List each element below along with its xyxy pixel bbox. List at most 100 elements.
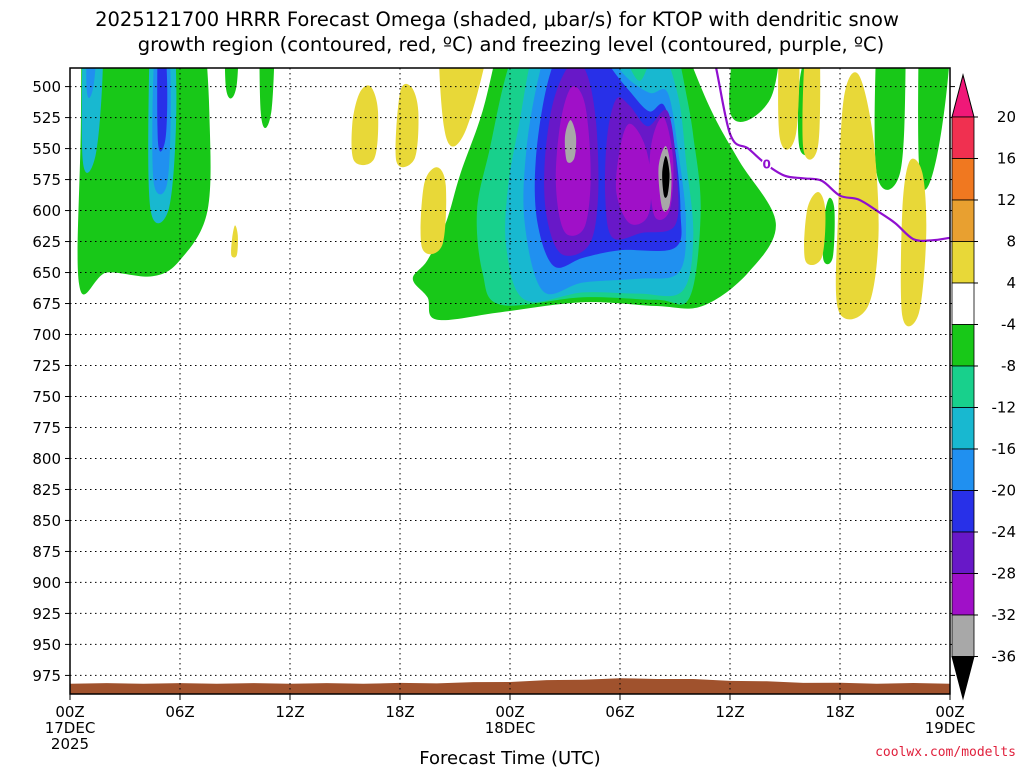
chart-title-line1: 2025121700 HRRR Forecast Omega (shaded, …	[95, 8, 899, 31]
omega-region-24	[822, 197, 835, 265]
omega-region-26	[224, 68, 238, 99]
y-tick-label: 825	[32, 481, 61, 499]
y-tick-label: 950	[32, 636, 61, 654]
colorbar-label: 12	[997, 191, 1016, 209]
y-tick-label: 500	[32, 78, 61, 96]
y-tick-label: 750	[32, 388, 61, 406]
colorbar-bin-0	[951, 116, 975, 159]
y-tick-label: 850	[32, 512, 61, 530]
colorbar-bin-6	[951, 365, 975, 408]
omega-region-52	[900, 158, 927, 327]
x-tick-label: 06Z	[605, 703, 634, 721]
y-tick-label: 925	[32, 605, 61, 623]
colorbar-label: -12	[992, 399, 1017, 417]
colorbar-bottom-arrow	[951, 656, 975, 701]
credit-text: coolwx.com/modelts	[875, 745, 1016, 760]
colorbar-bin-4	[951, 282, 975, 325]
omega-region-54	[351, 85, 379, 166]
colorbar-label: -24	[992, 523, 1017, 541]
omega-region-27	[259, 68, 275, 128]
x-tick-label: 18Z	[385, 703, 414, 721]
x-tick-label: 19DEC	[925, 719, 976, 737]
y-tick-label: 625	[32, 233, 61, 251]
freezing-label-c: 0	[761, 156, 772, 173]
x-tick-label: 00Z	[495, 703, 524, 721]
plot-area: -12-12-18-18000	[70, 68, 950, 694]
colorbar-bin-1	[951, 158, 975, 201]
x-tick-label: 18Z	[825, 703, 854, 721]
omega-region-20	[874, 68, 906, 190]
omega-region-8	[555, 86, 591, 236]
omega-region-56	[420, 167, 447, 255]
colorbar: 20 16 12 8 4 -4 -8 -12 -16 -20 -24 -28 -32 -36	[951, 73, 1017, 701]
colorbar-label: -28	[992, 565, 1017, 583]
colorbar-bin-7	[951, 407, 975, 450]
y-axis: 500 525 550 575 600 625 650 675 700 725 750 775 800 8…	[32, 78, 955, 685]
colorbar-label: 20	[997, 108, 1016, 126]
colorbar-bin-3	[951, 241, 975, 284]
y-tick-label: 700	[32, 326, 61, 344]
colorbar-label: 4	[1006, 274, 1016, 292]
x-axis-label: Forecast Time (UTC)	[419, 748, 600, 768]
omega-region-59	[804, 192, 826, 266]
omega-region-21	[918, 68, 949, 190]
colorbar-bin-2	[951, 199, 975, 242]
y-tick-label: 800	[32, 450, 61, 468]
y-tick-label: 600	[32, 202, 61, 220]
omega-region-49	[778, 68, 800, 150]
y-tick-label: 550	[32, 140, 61, 158]
x-tick-label: 12Z	[715, 703, 744, 721]
omega-region-51	[835, 72, 879, 320]
omega-region-58	[231, 225, 238, 258]
y-tick-label: 900	[32, 574, 61, 592]
colorbar-label: -32	[992, 606, 1017, 624]
x-tick-label: 00Z	[935, 703, 964, 721]
omega-region-13	[662, 156, 670, 198]
omega-region-37	[439, 68, 484, 147]
omega-region-50	[802, 68, 821, 160]
y-tick-label: 525	[32, 109, 61, 127]
y-tick-label: 725	[32, 357, 61, 375]
omega-region-55	[395, 83, 419, 168]
y-tick-label: 675	[32, 295, 61, 313]
colorbar-bin-10	[951, 531, 975, 574]
x-tick-label: 12Z	[275, 703, 304, 721]
y-tick-label: 975	[32, 667, 61, 685]
colorbar-bin-5	[951, 324, 975, 367]
omega-region-9	[615, 123, 652, 225]
chart-title-line2: growth region (contoured, red, ºC) and f…	[138, 33, 885, 56]
x-tick-label: 18DEC	[485, 719, 536, 737]
colorbar-label: 16	[997, 150, 1016, 168]
colorbar-top-arrow	[951, 73, 975, 118]
colorbar-label: -36	[992, 648, 1017, 666]
y-tick-label: 650	[32, 264, 61, 282]
omega-region-19	[729, 68, 778, 122]
grid-lines	[70, 68, 950, 694]
colorbar-label: 8	[1006, 233, 1016, 251]
x-tick-label: 2025	[51, 735, 89, 753]
y-tick-label: 875	[32, 543, 61, 561]
x-tick-label: 00Z	[55, 703, 84, 721]
freezing-label-c-text: 0	[762, 158, 770, 172]
y-tick-label: 775	[32, 419, 61, 437]
omega-region-15	[86, 68, 96, 98]
colorbar-label: -16	[992, 440, 1017, 458]
colorbar-bin-11	[951, 573, 975, 616]
x-tick-label: 06Z	[165, 703, 194, 721]
y-tick-label: 575	[32, 171, 61, 189]
omega-region-1	[77, 68, 211, 295]
freezing-level-line-0	[715, 68, 950, 242]
colorbar-bin-9	[951, 490, 975, 533]
colorbar-bin-8	[951, 448, 975, 491]
omega-region-11	[564, 120, 577, 163]
colorbar-label: -8	[1001, 357, 1016, 375]
omega-region-14	[81, 68, 103, 173]
colorbar-label: -20	[992, 482, 1017, 500]
omega-region-18	[157, 68, 168, 152]
colorbar-bin-12	[951, 614, 975, 657]
terrain-surface	[70, 678, 950, 694]
x-tick-label: 17DEC	[45, 719, 96, 737]
colorbar-label: -4	[1001, 316, 1016, 334]
